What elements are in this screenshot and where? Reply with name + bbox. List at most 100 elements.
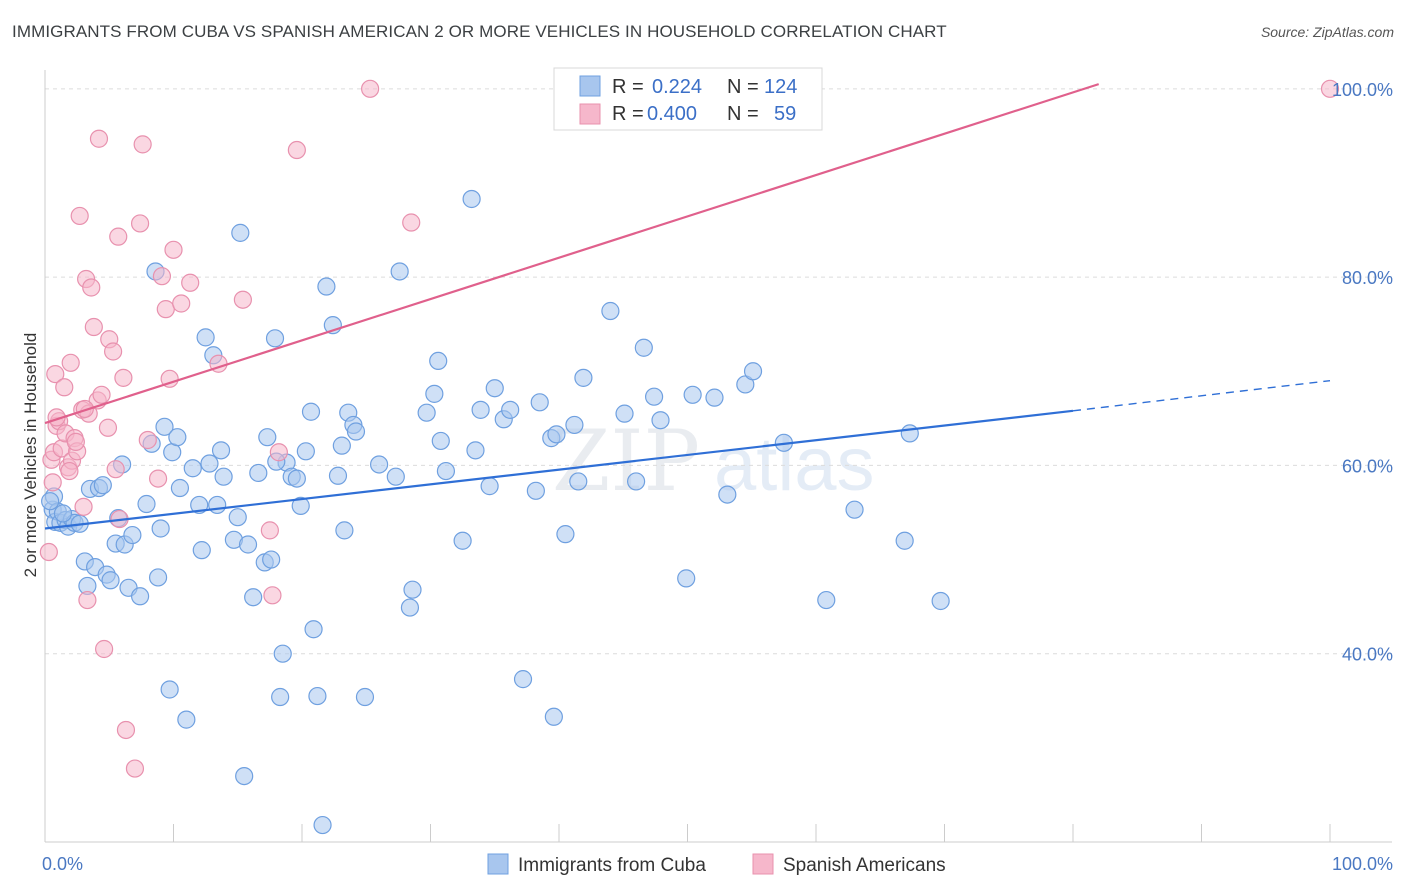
legend-r-value-1: 0.400 bbox=[647, 103, 697, 125]
legend-n-value-1: 59 bbox=[774, 103, 796, 125]
y-axis-label: 2 or more Vehicles in Household bbox=[21, 333, 40, 578]
point-spanish-15 bbox=[70, 206, 89, 226]
point-spanish-41 bbox=[156, 300, 175, 319]
point-cuba-79 bbox=[417, 403, 436, 422]
point-cuba-117 bbox=[895, 531, 914, 550]
point-cuba-91 bbox=[501, 400, 520, 419]
point-cuba-105 bbox=[634, 338, 653, 357]
point-spanish-54 bbox=[1320, 79, 1340, 98]
point-cuba-99 bbox=[565, 415, 584, 435]
point-cuba-86 bbox=[466, 441, 485, 460]
point-cuba-101 bbox=[574, 368, 593, 387]
point-cuba-78 bbox=[403, 580, 422, 599]
point-cuba-118 bbox=[900, 424, 919, 443]
point-cuba-65 bbox=[313, 815, 332, 835]
bottom-legend-swatch-cuba bbox=[487, 853, 509, 875]
legend-r-label-1: R = bbox=[612, 103, 644, 125]
tick-labels: 40.0% 60.0% 80.0% 100.0% 0.0% 100.0% bbox=[42, 80, 1393, 874]
point-cuba-92 bbox=[513, 670, 533, 689]
point-spanish-27 bbox=[98, 418, 118, 437]
point-cuba-39 bbox=[200, 454, 219, 473]
point-cuba-43 bbox=[214, 467, 233, 486]
point-spanish-37 bbox=[133, 135, 152, 154]
point-cuba-34 bbox=[177, 710, 196, 729]
point-spanish-25 bbox=[92, 385, 111, 404]
point-cuba-66 bbox=[317, 277, 336, 296]
point-spanish-57 bbox=[66, 432, 85, 451]
point-cuba-50 bbox=[249, 463, 268, 483]
point-cuba-27 bbox=[148, 568, 168, 587]
bottom-legend-label-spanish: Spanish Americans bbox=[783, 855, 946, 876]
point-cuba-49 bbox=[244, 588, 263, 607]
point-cuba-107 bbox=[651, 411, 670, 430]
point-cuba-120 bbox=[41, 492, 60, 511]
point-cuba-75 bbox=[386, 467, 405, 486]
point-cuba-89 bbox=[485, 379, 504, 398]
point-cuba-33 bbox=[170, 478, 190, 498]
point-spanish-50 bbox=[269, 443, 288, 462]
legend-n-label-0: N = bbox=[727, 76, 759, 98]
point-cuba-55 bbox=[271, 687, 290, 707]
point-cuba-23 bbox=[130, 587, 150, 606]
point-cuba-103 bbox=[615, 404, 634, 423]
point-spanish-38 bbox=[138, 430, 157, 450]
point-cuba-14 bbox=[93, 476, 112, 495]
point-cuba-74 bbox=[370, 455, 389, 474]
legend-r-value-0: 0.224 bbox=[652, 76, 702, 98]
point-cuba-68 bbox=[328, 466, 348, 485]
point-spanish-35 bbox=[125, 759, 145, 778]
point-spanish-21 bbox=[82, 278, 101, 297]
point-spanish-39 bbox=[148, 469, 168, 488]
point-spanish-8 bbox=[55, 378, 74, 397]
trend-line-spanish bbox=[44, 83, 1100, 425]
point-cuba-70 bbox=[335, 521, 354, 540]
point-spanish-44 bbox=[172, 294, 191, 313]
point-cuba-30 bbox=[160, 680, 179, 699]
point-cuba-46 bbox=[231, 223, 250, 242]
watermark-atlas: atlas bbox=[714, 422, 875, 507]
gridlines bbox=[45, 88, 1392, 655]
point-spanish-11 bbox=[61, 353, 80, 372]
point-cuba-29 bbox=[155, 417, 174, 436]
point-spanish-49 bbox=[263, 586, 282, 605]
point-spanish-43 bbox=[164, 240, 183, 259]
point-spanish-58 bbox=[75, 399, 94, 419]
point-spanish-26 bbox=[95, 639, 114, 659]
point-cuba-82 bbox=[431, 431, 450, 451]
point-cuba-100 bbox=[569, 472, 588, 491]
y-tick-label: 80.0% bbox=[1342, 268, 1393, 288]
point-spanish-30 bbox=[106, 460, 125, 479]
point-spanish-22 bbox=[84, 317, 103, 337]
point-cuba-115 bbox=[817, 590, 836, 610]
bottom-legend: Immigrants from Cuba Spanish Americans bbox=[487, 853, 946, 876]
point-cuba-37 bbox=[192, 541, 211, 560]
legend-swatch-spanish bbox=[579, 103, 601, 125]
point-spanish-48 bbox=[260, 521, 279, 540]
trend-extension-cuba bbox=[1072, 379, 1331, 412]
point-spanish-36 bbox=[130, 214, 150, 233]
point-cuba-63 bbox=[304, 620, 323, 639]
point-spanish-2 bbox=[43, 473, 62, 492]
legend-swatch-cuba bbox=[579, 75, 601, 97]
point-spanish-19 bbox=[78, 590, 97, 610]
point-spanish-42 bbox=[160, 369, 179, 388]
point-cuba-69 bbox=[332, 436, 351, 455]
point-cuba-88 bbox=[480, 477, 499, 496]
point-spanish-47 bbox=[233, 290, 252, 309]
point-cuba-47 bbox=[235, 766, 254, 786]
point-cuba-113 bbox=[743, 362, 763, 381]
watermark: ZIP atlas bbox=[552, 412, 875, 510]
point-cuba-52 bbox=[258, 428, 277, 447]
point-cuba-98 bbox=[556, 525, 575, 544]
legend: R = 0.224 N = 124 R = 0.400 N = 59 bbox=[553, 67, 823, 131]
point-spanish-56 bbox=[60, 461, 79, 481]
point-spanish-53 bbox=[402, 213, 421, 232]
point-cuba-54 bbox=[265, 329, 285, 348]
point-cuba-110 bbox=[705, 388, 724, 407]
point-cuba-87 bbox=[471, 400, 490, 419]
y-tick-label: 60.0% bbox=[1342, 456, 1393, 476]
y-tick-label: 40.0% bbox=[1342, 645, 1393, 665]
point-cuba-28 bbox=[151, 519, 170, 538]
point-cuba-111 bbox=[718, 485, 737, 504]
